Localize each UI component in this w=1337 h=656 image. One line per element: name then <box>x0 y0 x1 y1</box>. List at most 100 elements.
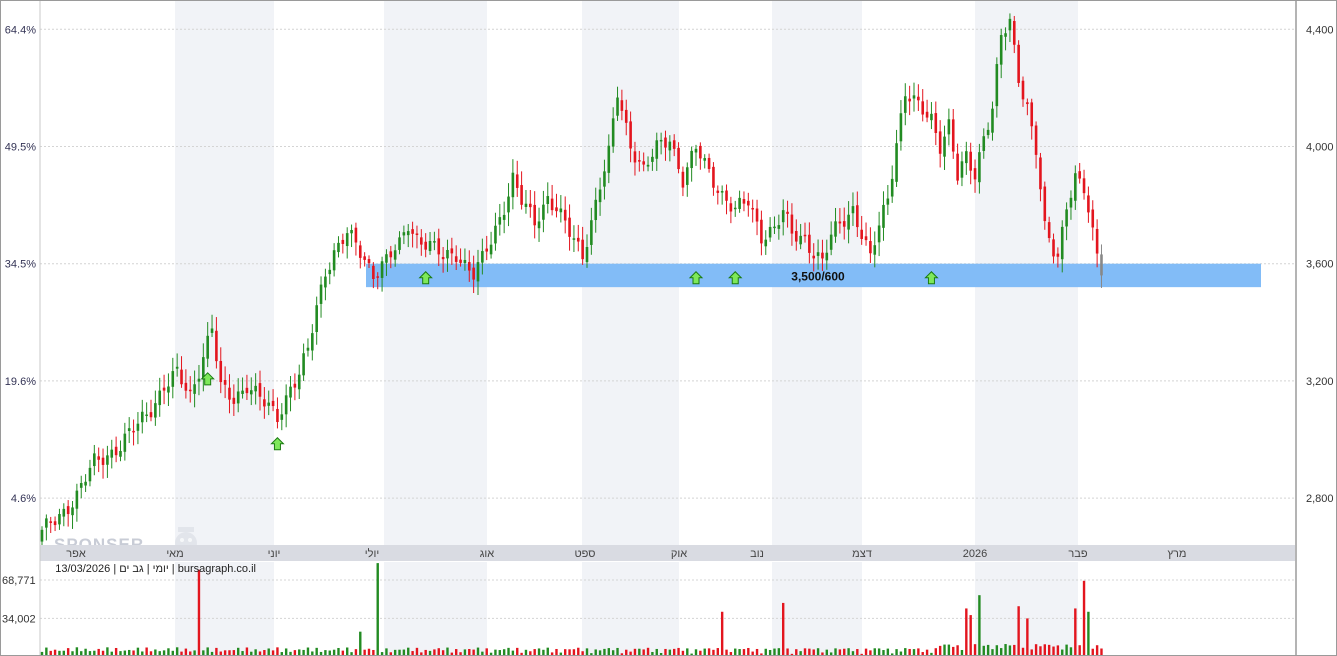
candle-body <box>947 119 951 135</box>
candle-body <box>1047 222 1051 239</box>
candle-body <box>956 153 959 181</box>
volume-bar <box>607 648 610 656</box>
volume-bar <box>245 647 249 656</box>
candle-body <box>49 521 53 523</box>
candle-body <box>925 111 929 118</box>
volume-bar <box>1095 645 1099 656</box>
volume-bar <box>1078 645 1081 656</box>
volume-bar <box>664 648 667 656</box>
candle-body <box>337 242 340 253</box>
candle-body <box>372 265 375 280</box>
up-arrow-icon <box>924 271 939 285</box>
candle-body <box>707 157 711 169</box>
candle-body <box>808 234 811 253</box>
volume-bar <box>673 648 676 656</box>
volume-bar <box>154 649 157 656</box>
volume-bar <box>686 648 689 656</box>
candle-body <box>175 366 179 369</box>
candle-body <box>760 219 763 244</box>
volume-bar <box>101 650 105 656</box>
volume-bar <box>524 649 528 656</box>
volume-bar <box>189 651 192 656</box>
candle-body <box>380 261 384 278</box>
candle-body <box>345 233 349 247</box>
candle-body <box>467 262 471 271</box>
volume-bar <box>463 649 467 656</box>
candle-body <box>101 457 105 465</box>
volume-bar <box>585 648 589 656</box>
candle-body <box>306 347 310 351</box>
candle-body <box>58 514 61 525</box>
month-label: פבר <box>1068 548 1087 560</box>
volume-bar <box>725 649 728 656</box>
volume-bar <box>546 647 549 656</box>
candle-body <box>581 239 584 260</box>
volume-bar <box>441 650 445 656</box>
volume-bar <box>1087 611 1090 656</box>
candle-body <box>690 150 693 169</box>
candle-body <box>228 387 231 400</box>
candle-body <box>424 241 427 250</box>
candle-body <box>485 248 489 252</box>
candle-body <box>642 161 645 165</box>
volume-bar <box>982 645 985 656</box>
candle-body <box>825 252 829 261</box>
percent-axis: 4.6% 19.6% 34.5% 49.5% 64.4% <box>5 24 36 505</box>
candle-body <box>507 196 510 213</box>
candle-body <box>563 209 567 221</box>
volume-bar <box>651 651 654 656</box>
volume-bar <box>88 651 92 656</box>
volume-bar <box>847 648 850 656</box>
candle-body <box>84 481 87 486</box>
volume-bar <box>71 651 74 656</box>
candle-body <box>311 333 314 351</box>
volume-bar <box>250 651 253 656</box>
volume-bar <box>40 651 44 656</box>
volume-bar <box>799 651 802 656</box>
volume-bar <box>58 650 61 656</box>
volume-bar <box>934 648 937 656</box>
candle-body <box>446 249 449 259</box>
volume-bar <box>690 653 693 656</box>
volume-bar <box>646 647 650 656</box>
volume-bar <box>62 650 65 656</box>
percent-tick-label: 49.5% <box>5 142 36 154</box>
volume-bar <box>1091 648 1094 656</box>
up-arrow-icon <box>418 271 433 285</box>
candle-body <box>62 508 66 517</box>
candle-body <box>197 378 201 382</box>
volume-bar <box>782 602 785 656</box>
candle-body <box>890 178 894 197</box>
volume-bar <box>603 648 606 656</box>
month-band <box>175 0 274 545</box>
volume-bar <box>184 648 188 656</box>
candle-body <box>1056 253 1060 257</box>
candle-body <box>315 305 318 333</box>
candle-body <box>790 214 794 234</box>
candle-body <box>546 196 550 204</box>
month-label: אוג <box>480 548 495 560</box>
candle-body <box>1026 102 1029 105</box>
volume-bar <box>367 648 371 656</box>
candle-body <box>943 136 946 157</box>
volume-bar <box>821 652 824 656</box>
month-label: יוני <box>268 548 281 560</box>
volume-bar <box>284 648 288 656</box>
volume-bar <box>577 647 580 656</box>
volume-bar <box>978 595 981 656</box>
volume-bar <box>49 650 52 656</box>
candle-body <box>302 353 305 376</box>
candle-body <box>88 467 92 482</box>
candle-body <box>136 423 140 431</box>
candle-body <box>145 414 148 417</box>
volume-bar <box>1065 644 1068 656</box>
candle-body <box>598 189 602 203</box>
volume-bar <box>803 648 807 656</box>
candle-body <box>685 167 689 185</box>
volume-bar <box>193 650 196 656</box>
volume-bar <box>572 649 576 656</box>
volume-bar <box>873 648 876 656</box>
candle-body <box>1052 239 1055 257</box>
candle-body <box>838 221 842 224</box>
candle-body <box>1012 21 1016 45</box>
